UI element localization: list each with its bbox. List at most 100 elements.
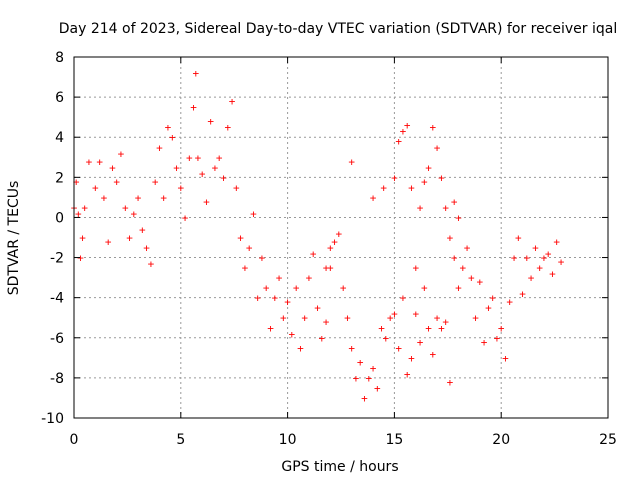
data-point: + [267, 322, 274, 335]
x-tick-label: 15 [385, 432, 403, 448]
data-point: + [207, 115, 214, 128]
data-point: + [192, 67, 199, 80]
data-point: + [425, 161, 432, 174]
data-point: + [195, 151, 202, 164]
x-tick-label: 0 [70, 432, 79, 448]
data-point: + [468, 272, 475, 285]
plot-frame [73, 56, 609, 419]
data-point: + [528, 272, 535, 285]
data-point: + [408, 181, 415, 194]
data-point: + [327, 262, 334, 275]
y-tick-label: -4 [50, 291, 64, 307]
data-point: + [96, 155, 103, 168]
x-tick-label: 20 [492, 432, 510, 448]
data-point: + [541, 252, 548, 265]
data-point: + [400, 125, 407, 138]
data-point: + [417, 201, 424, 214]
data-point: + [502, 352, 509, 365]
data-point: + [152, 175, 159, 188]
data-point: + [536, 262, 543, 275]
data-point: + [203, 195, 210, 208]
data-point: + [357, 356, 364, 369]
y-tick-label: -8 [50, 371, 64, 387]
data-point: + [182, 211, 189, 224]
data-point: + [434, 312, 441, 325]
data-point: + [365, 372, 372, 385]
data-point: + [254, 292, 261, 305]
data-point: + [318, 332, 325, 345]
data-point: + [246, 242, 253, 255]
data-point: + [374, 382, 381, 395]
x-axis-label: GPS time / hours [281, 459, 398, 475]
data-point: + [186, 151, 193, 164]
data-point: + [481, 336, 488, 349]
data-point: + [430, 348, 437, 361]
data-point: + [109, 161, 116, 174]
data-point: + [190, 101, 197, 114]
data-point: + [425, 322, 432, 335]
data-point: + [177, 181, 184, 194]
data-point: + [263, 282, 270, 295]
data-point: + [477, 276, 484, 289]
data-point: + [348, 155, 355, 168]
data-point: + [459, 262, 466, 275]
data-point: + [353, 372, 360, 385]
data-point: + [113, 175, 120, 188]
data-point: + [280, 312, 287, 325]
data-point: + [233, 181, 240, 194]
data-point: + [271, 292, 278, 305]
data-point: + [118, 147, 125, 160]
data-point: + [310, 248, 317, 261]
data-point: + [404, 119, 411, 132]
data-point: + [421, 282, 428, 295]
data-point: + [169, 131, 176, 144]
data-point: + [250, 207, 257, 220]
data-point: + [139, 223, 146, 236]
data-point: + [455, 282, 462, 295]
data-point: + [447, 232, 454, 245]
y-tick-label: 6 [55, 90, 64, 106]
x-tick-label: 5 [176, 432, 185, 448]
data-point: + [455, 211, 462, 224]
data-point: + [442, 316, 449, 329]
data-point: + [447, 376, 454, 389]
y-tick-label: 2 [55, 170, 64, 186]
data-points: ++++++++++++++++++++++++++++++++++++++++… [71, 67, 565, 405]
data-point: + [229, 95, 236, 108]
y-tick-label: 4 [55, 130, 64, 146]
data-point: + [336, 227, 343, 240]
data-point: + [160, 191, 167, 204]
data-point: + [297, 342, 304, 355]
data-point: + [327, 242, 334, 255]
data-point: + [412, 308, 419, 321]
x-tick-label: 10 [279, 432, 297, 448]
data-point: + [216, 151, 223, 164]
y-tick-label: -2 [50, 251, 64, 267]
data-point: + [391, 308, 398, 321]
data-point: + [451, 252, 458, 265]
data-point: + [524, 252, 531, 265]
data-point: + [395, 135, 402, 148]
data-point: + [323, 316, 330, 329]
data-point: + [387, 312, 394, 325]
y-tick-label: -10 [41, 411, 64, 427]
data-point: + [77, 252, 84, 265]
data-point: + [156, 141, 163, 154]
data-point: + [472, 312, 479, 325]
data-point: + [224, 121, 231, 134]
data-point: + [421, 175, 428, 188]
data-point: + [344, 312, 351, 325]
data-point: + [314, 302, 321, 315]
data-point: + [498, 322, 505, 335]
data-point: + [105, 236, 112, 249]
data-point: + [301, 312, 308, 325]
data-point: + [395, 342, 402, 355]
data-point: + [464, 242, 471, 255]
data-point: + [306, 272, 313, 285]
data-point: + [259, 252, 266, 265]
data-point: + [75, 207, 82, 220]
data-point: + [293, 282, 300, 295]
data-point: + [532, 242, 539, 255]
data-point: + [73, 175, 80, 188]
data-point: + [408, 352, 415, 365]
